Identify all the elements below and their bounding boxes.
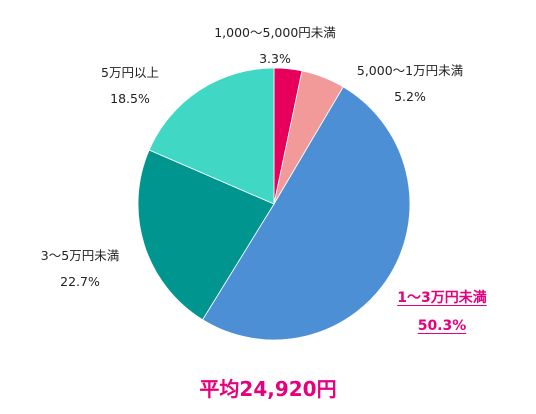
pie-slice-2: [202, 86, 411, 341]
slice-percent: 50.3%: [417, 318, 467, 334]
slice-name: 1,000〜5,000円未満: [214, 25, 336, 40]
pie-slices: [137, 67, 411, 341]
slice-label-30000-50000: 3〜5万円未満 22.7%: [25, 247, 135, 291]
average-amount: 平均24,920円: [199, 377, 337, 401]
pie-slice-3: [137, 149, 275, 321]
slice-percent: 18.5%: [110, 91, 150, 106]
slice-name: 3〜5万円未満: [40, 248, 120, 263]
slice-name: 5万円以上: [101, 65, 159, 80]
pie-slice-4: [148, 67, 275, 205]
slice-name: 5,000〜1万円未満: [356, 63, 464, 78]
slice-label-1000-5000: 1,000〜5,000円未満 3.3%: [205, 24, 345, 68]
slice-label-50000-plus: 5万円以上 18.5%: [80, 64, 180, 108]
slice-percent: 3.3%: [259, 51, 291, 66]
slice-name: 1〜3万円未満: [397, 290, 487, 306]
slice-percent: 22.7%: [60, 274, 100, 289]
slice-label-5000-10000: 5,000〜1万円未満 5.2%: [340, 62, 480, 106]
slice-percent: 5.2%: [394, 89, 426, 104]
slice-label-10000-30000: 1〜3万円未満 50.3%: [372, 289, 512, 335]
